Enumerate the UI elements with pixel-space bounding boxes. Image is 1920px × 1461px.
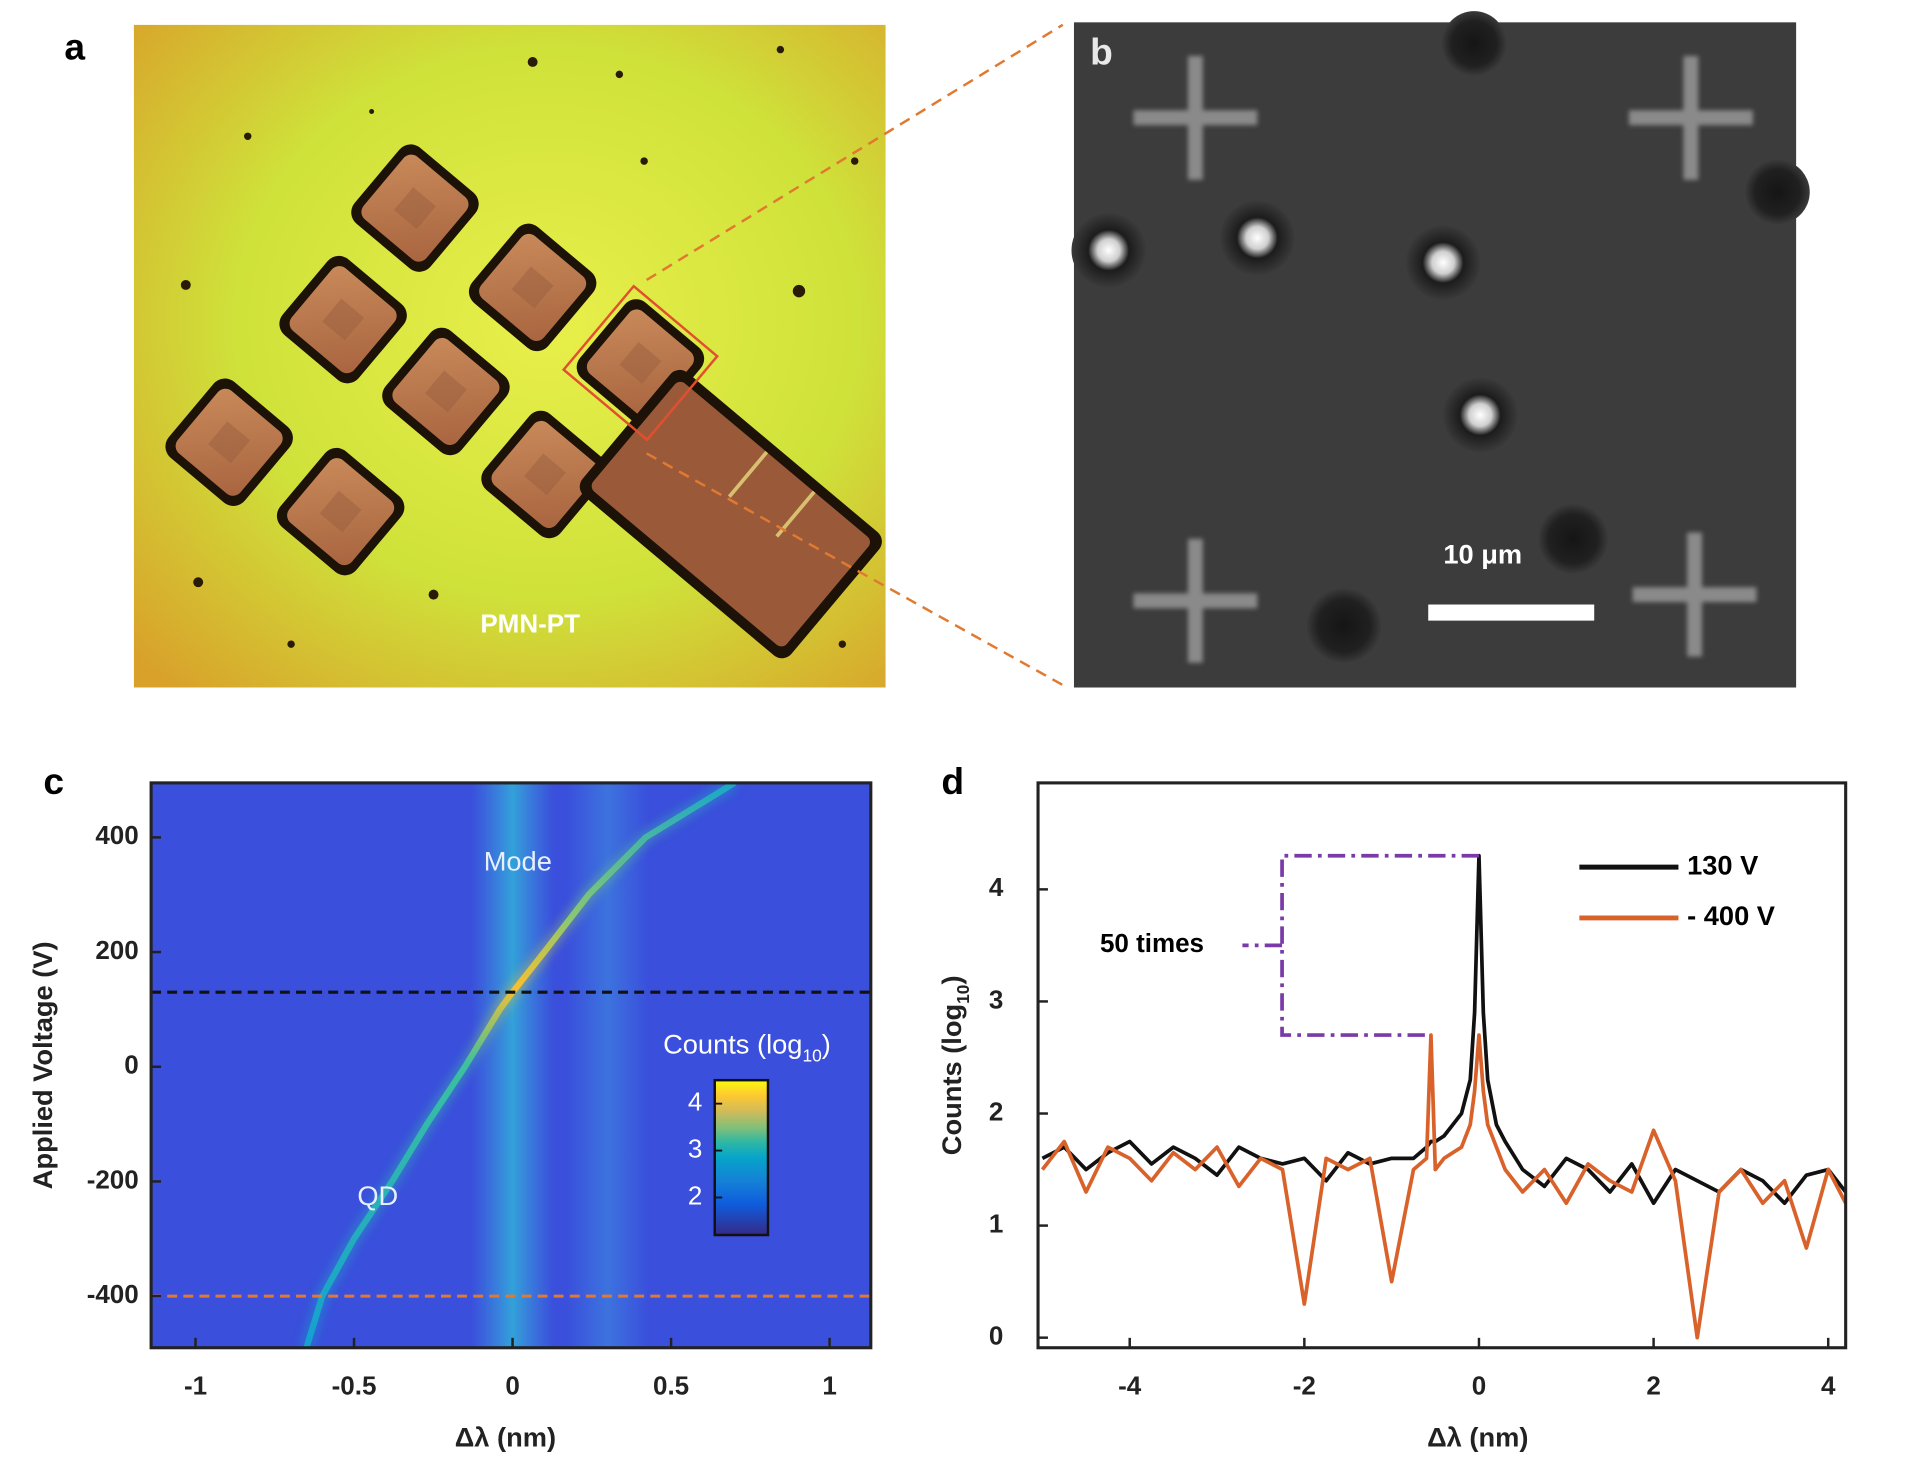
y-tick-label: 4 [989,872,1004,902]
y-tick-label: -400 [87,1279,139,1309]
panel-label: c [43,760,64,802]
y-axis-title-text: Counts (log [936,1004,967,1155]
zoom-box [561,284,719,442]
x-tick-label: -1 [184,1370,207,1400]
x-tick-label: -0.5 [332,1370,377,1400]
x-axis-title: Δλ (nm) [1427,1422,1528,1453]
panel-label: b [1090,30,1113,72]
x-tick-label: -4 [1118,1370,1142,1400]
spectrum-line [1040,1033,1846,1340]
plot-frame [1036,781,1848,1350]
x-tick-label: 2 [1646,1370,1660,1400]
panel-c: c Δλ (nm) Applied Voltage (V) Mode QD Co… [27,760,873,1453]
spectrum-line [1041,853,1846,1206]
plot-frame [149,781,873,1350]
scale-bar-label: 10 μm [1443,538,1522,569]
colorbar-title-text: Counts (log [663,1029,802,1060]
panel-d: d Δλ (nm) Counts (log10) 50 times 130 V-… [936,760,1848,1453]
ratio-bracket [1242,853,1479,1037]
y-axis-title-text: ) [936,975,967,984]
colorbar-tick-label: 4 [688,1087,702,1117]
y-tick-label: 3 [989,984,1003,1014]
x-tick-label: 1 [822,1370,836,1400]
material-label: PMN-PT [480,608,580,638]
colorbar-tick-label: 2 [688,1180,702,1210]
colorbar-title-sub: 10 [802,1045,821,1065]
y-tick-label: 200 [95,935,138,965]
mode-annotation: Mode [484,846,552,877]
y-tick-label: -200 [87,1164,139,1194]
y-tick-label: 400 [95,820,138,850]
x-tick-label: 0 [505,1370,519,1400]
legend-label: 130 V [1687,849,1758,880]
y-axis-title: Applied Voltage (V) [27,941,58,1189]
scale-bar [1428,604,1595,621]
mode-band [471,782,554,1348]
x-tick-label: 0.5 [653,1370,689,1400]
annotation: 50 times [1100,928,1204,958]
y-tick-label: 2 [989,1096,1003,1126]
y-axis-title-sub: 10 [952,985,972,1004]
x-tick-label: 4 [1821,1370,1836,1400]
colorbar-tick-label: 3 [688,1133,702,1163]
legend-label: - 400 V [1687,900,1775,931]
colorbar-title-text: ) [822,1029,831,1060]
x-tick-label: -2 [1293,1370,1316,1400]
micrograph-b [1071,11,1810,688]
panel-label: a [64,25,85,67]
y-tick-label: 1 [989,1208,1003,1238]
y-axis-title: Counts (log10) [936,975,972,1155]
x-tick-label: 0 [1472,1370,1486,1400]
y-tick-label: 0 [124,1050,138,1080]
panel-label: d [941,760,964,802]
zoom-line [646,452,1064,687]
zoom-line [645,23,1064,282]
x-axis-title: Δλ (nm) [455,1422,556,1453]
y-tick-label: 0 [989,1321,1003,1351]
qd-trace [303,782,737,1348]
micrograph-a [133,24,886,688]
colorbar-title: Counts (log10) [663,1029,831,1065]
colorbar [713,1078,770,1237]
qd-annotation: QD [357,1180,398,1211]
